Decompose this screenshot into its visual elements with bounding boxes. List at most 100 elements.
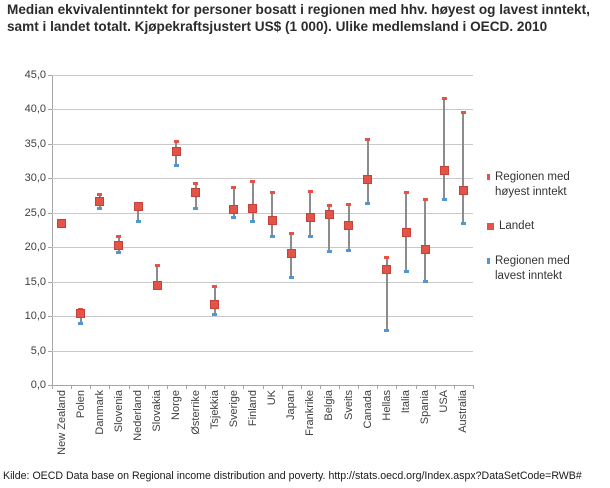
y-axis-tick-label: 5,0: [30, 344, 46, 357]
country-total-marker[interactable]: [363, 174, 373, 184]
lowest-region-marker[interactable]: [441, 197, 447, 201]
y-axis-tick: [48, 385, 52, 386]
x-axis-category-label: Japan: [285, 390, 298, 420]
highest-region-marker[interactable]: [154, 263, 160, 267]
legend-label: Landet: [499, 220, 535, 233]
highest-region-marker[interactable]: [173, 140, 179, 144]
highest-region-marker[interactable]: [288, 231, 294, 235]
country-total-marker[interactable]: [420, 245, 430, 255]
y-axis-tick-label: 10,0: [24, 310, 46, 323]
x-axis-tick: [435, 385, 436, 389]
highest-region-marker[interactable]: [326, 204, 332, 208]
country-total-marker[interactable]: [210, 299, 220, 309]
source-citation: Kilde: OECD Data base on Regional income…: [3, 470, 582, 482]
highest-region-marker[interactable]: [441, 96, 447, 100]
lowest-region-marker[interactable]: [269, 235, 275, 239]
x-axis-tick: [473, 385, 474, 389]
gridline: [52, 247, 473, 249]
highest-region-marker[interactable]: [384, 256, 390, 260]
lowest-region-marker[interactable]: [307, 234, 313, 238]
lowest-region-marker[interactable]: [250, 219, 256, 223]
x-axis-tick: [416, 385, 417, 389]
x-axis-tick: [339, 385, 340, 389]
highest-region-marker[interactable]: [97, 192, 103, 196]
income-range-line: [385, 257, 388, 331]
lowest-region-marker[interactable]: [231, 216, 237, 220]
x-axis-tick: [205, 385, 206, 389]
highest-region-marker[interactable]: [116, 235, 122, 239]
highest-region-marker[interactable]: [403, 191, 409, 195]
legend-item-lowest-region[interactable]: Regionen med lavest inntekt: [487, 254, 607, 284]
red-tick-icon: [487, 174, 490, 180]
country-total-marker[interactable]: [76, 308, 86, 318]
lowest-region-marker[interactable]: [365, 201, 371, 205]
lowest-region-marker[interactable]: [384, 329, 390, 333]
x-axis-category-label: Slovakia: [151, 390, 164, 432]
lowest-region-marker[interactable]: [422, 280, 428, 284]
x-axis-category-label: Australia: [457, 390, 470, 433]
x-axis-category-label: Sveits: [342, 390, 355, 420]
country-total-marker[interactable]: [171, 146, 181, 156]
x-axis-category-label: Canada: [361, 390, 374, 429]
gridline: [52, 143, 473, 145]
highest-region-marker[interactable]: [212, 284, 218, 288]
x-axis-category-label: Tsjekkia: [208, 390, 221, 430]
lowest-region-marker[interactable]: [288, 276, 294, 280]
country-total-marker[interactable]: [191, 187, 201, 197]
lowest-region-marker[interactable]: [78, 321, 84, 325]
country-total-marker[interactable]: [133, 202, 143, 212]
country-total-marker[interactable]: [401, 228, 411, 238]
legend-item-country[interactable]: Landet: [487, 219, 607, 234]
country-total-marker[interactable]: [439, 165, 449, 175]
country-total-marker[interactable]: [382, 265, 392, 275]
lowest-region-marker[interactable]: [346, 249, 352, 253]
lowest-region-marker[interactable]: [193, 207, 199, 211]
x-axis-tick: [148, 385, 149, 389]
country-total-marker[interactable]: [114, 240, 124, 250]
y-axis-tick: [48, 350, 52, 352]
x-axis-category-label: Slovenia: [112, 390, 125, 433]
lowest-region-marker[interactable]: [212, 312, 218, 316]
income-range-line: [366, 139, 369, 204]
x-axis-tick: [320, 385, 321, 389]
country-total-marker[interactable]: [248, 204, 258, 214]
highest-region-marker[interactable]: [460, 110, 466, 114]
lowest-region-marker[interactable]: [97, 207, 103, 211]
gridline: [52, 316, 473, 318]
highest-region-marker[interactable]: [231, 186, 237, 190]
income-range-line: [424, 199, 427, 282]
x-axis-tick: [129, 385, 130, 389]
highest-region-marker[interactable]: [193, 181, 199, 185]
lowest-region-marker[interactable]: [326, 249, 332, 253]
highest-region-marker[interactable]: [365, 138, 371, 142]
country-total-marker[interactable]: [267, 215, 277, 225]
y-axis-tick: [48, 281, 52, 283]
gridline: [52, 350, 473, 352]
country-total-marker[interactable]: [458, 186, 468, 196]
country-total-marker[interactable]: [229, 204, 239, 214]
country-total-marker[interactable]: [305, 213, 315, 223]
legend-item-highest-region[interactable]: Regionen med høyest inntekt: [487, 170, 607, 200]
lowest-region-marker[interactable]: [135, 219, 141, 223]
y-axis-tick-label: 45,0: [24, 69, 46, 81]
lowest-region-marker[interactable]: [116, 250, 122, 254]
highest-region-marker[interactable]: [346, 203, 352, 206]
country-total-marker[interactable]: [57, 219, 67, 229]
x-axis-category-label: Polen: [74, 390, 87, 419]
lowest-region-marker[interactable]: [460, 221, 466, 225]
country-total-marker[interactable]: [286, 248, 296, 258]
chart-title: Median ekvivalentinntekt for personer bo…: [7, 2, 590, 34]
x-axis-tick: [109, 385, 110, 389]
country-total-marker[interactable]: [344, 221, 354, 231]
country-total-marker[interactable]: [152, 280, 162, 290]
highest-region-marker[interactable]: [269, 190, 275, 194]
highest-region-marker[interactable]: [250, 180, 256, 184]
lowest-region-marker[interactable]: [403, 269, 409, 273]
country-total-marker[interactable]: [95, 197, 105, 207]
country-total-marker[interactable]: [324, 210, 334, 220]
highest-region-marker[interactable]: [307, 189, 313, 193]
x-axis-category-label: Norge: [170, 390, 183, 420]
x-axis-category-label: Italia: [400, 390, 413, 414]
highest-region-marker[interactable]: [422, 197, 428, 201]
lowest-region-marker[interactable]: [173, 163, 179, 167]
